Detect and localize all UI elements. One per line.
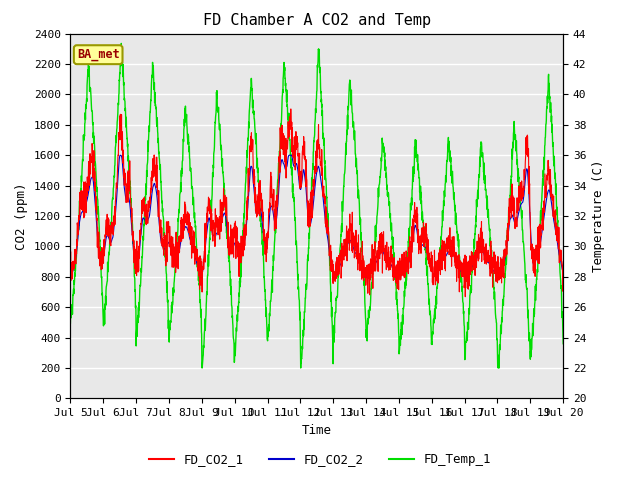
FD_CO2_1 [67,272,74,277]
X-axis label: Time: Time [302,424,332,437]
Y-axis label: Temperature (C): Temperature (C) [592,160,605,272]
FD_Temp_1 [559,341,567,347]
FD_Temp_1 [204,252,212,258]
FD_CO2_2 [286,152,294,158]
FD_CO2_2 [516,204,524,210]
FD_CO2_2 [559,268,567,274]
FD_CO2_2 [342,246,349,252]
FD_Temp_1 [198,365,206,371]
FD_CO2_2 [460,272,468,278]
Legend: FD_CO2_1, FD_CO2_2, FD_Temp_1: FD_CO2_1, FD_CO2_2, FD_Temp_1 [144,448,496,471]
FD_CO2_1 [461,294,469,300]
Line: FD_Temp_1: FD_Temp_1 [70,43,563,368]
FD_CO2_1 [287,106,295,112]
FD_Temp_1 [67,320,74,326]
FD_CO2_1 [516,185,524,191]
FD_Temp_1 [118,40,125,46]
FD_CO2_1 [204,206,212,212]
FD_CO2_1 [342,237,349,242]
Line: FD_CO2_2: FD_CO2_2 [70,155,563,278]
FD_CO2_2 [67,272,74,277]
Line: FD_CO2_1: FD_CO2_1 [70,109,563,297]
FD_CO2_2 [331,274,339,280]
Y-axis label: CO2 (ppm): CO2 (ppm) [15,182,28,250]
FD_Temp_1 [516,188,524,193]
FD_CO2_1 [530,264,538,270]
FD_CO2_1 [559,259,567,264]
Title: FD Chamber A CO2 and Temp: FD Chamber A CO2 and Temp [203,13,431,28]
FD_CO2_1 [331,271,339,276]
FD_CO2_2 [204,220,212,226]
Text: BA_met: BA_met [77,48,120,61]
FD_CO2_2 [530,261,538,267]
FD_Temp_1 [530,306,538,312]
FD_Temp_1 [331,314,339,320]
FD_CO2_1 [460,256,468,262]
FD_CO2_2 [364,276,372,281]
FD_Temp_1 [460,318,468,324]
FD_Temp_1 [342,147,349,153]
